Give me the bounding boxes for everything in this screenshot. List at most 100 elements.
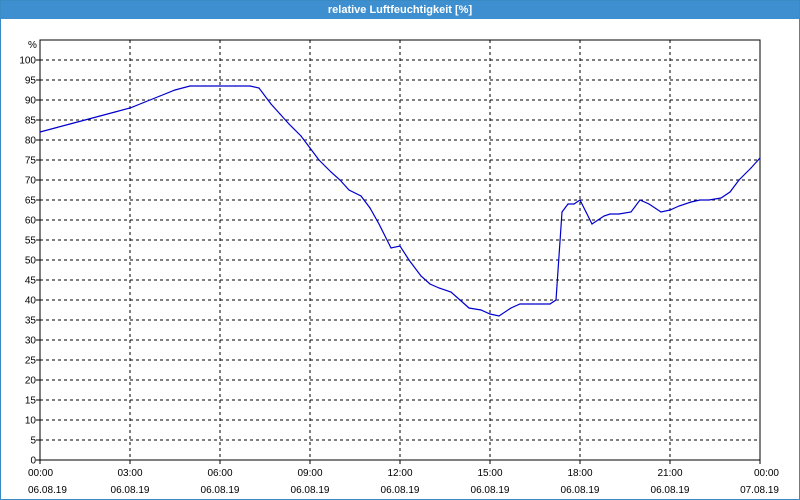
data-point xyxy=(609,213,611,215)
data-point xyxy=(339,179,341,181)
data-point xyxy=(144,101,146,103)
data-point xyxy=(450,291,452,293)
y-tick-label: 55 xyxy=(25,236,37,247)
data-point xyxy=(54,127,56,129)
data-point xyxy=(114,111,116,113)
x-tick-time-label: 18:00 xyxy=(567,468,592,479)
data-point xyxy=(348,189,350,191)
data-point xyxy=(555,299,557,301)
x-tick-date-label: 06.08.19 xyxy=(561,485,600,496)
y-tick-label: 60 xyxy=(25,216,37,227)
data-point xyxy=(309,147,311,149)
data-point xyxy=(279,113,281,115)
y-tick-label: 90 xyxy=(25,96,37,107)
y-tick-label: 40 xyxy=(25,296,37,307)
x-tick-time-label: 12:00 xyxy=(387,468,412,479)
data-point xyxy=(597,219,599,221)
y-tick-label: 35 xyxy=(25,316,37,327)
y-tick-label: 85 xyxy=(25,116,37,127)
data-point xyxy=(690,201,692,203)
data-point xyxy=(738,179,740,181)
data-point xyxy=(288,123,290,125)
data-point xyxy=(258,87,260,89)
data-point xyxy=(330,171,332,173)
data-point xyxy=(399,245,401,247)
data-point xyxy=(390,247,392,249)
y-tick-label: 10 xyxy=(25,416,37,427)
y-axis: 0 5 10 15 20 25 30 35 40 45 50 55 60 65 70 75 80 85 90 95 10… xyxy=(19,56,40,467)
y-tick-label: 95 xyxy=(25,76,37,87)
y-tick-label: 20 xyxy=(25,376,37,387)
x-tick-date-label: 06.08.19 xyxy=(28,485,67,496)
grid xyxy=(40,40,760,460)
data-point xyxy=(618,213,620,215)
x-tick-date-label: 06.08.19 xyxy=(381,485,420,496)
data-point xyxy=(204,85,206,87)
y-tick-label: 25 xyxy=(25,356,37,367)
data-points xyxy=(39,85,761,317)
x-tick-date-label: 06.08.19 xyxy=(111,485,150,496)
y-tick-label: 65 xyxy=(25,196,37,207)
data-point xyxy=(603,215,605,217)
data-point xyxy=(498,315,500,317)
x-tick-time-label: 15:00 xyxy=(477,468,502,479)
data-point xyxy=(561,211,563,213)
y-tick-label: 45 xyxy=(25,276,37,287)
x-tick-date-label: 06.08.19 xyxy=(291,485,330,496)
data-point xyxy=(567,203,569,205)
data-point xyxy=(420,275,422,277)
data-point xyxy=(519,303,521,305)
y-tick-label: 100 xyxy=(19,56,36,67)
data-point xyxy=(759,157,761,159)
data-point xyxy=(234,85,236,87)
data-point xyxy=(669,209,671,211)
data-point xyxy=(189,85,191,87)
data-point xyxy=(300,135,302,137)
data-point xyxy=(39,131,41,133)
data-point xyxy=(585,211,587,213)
y-tick-label: 75 xyxy=(25,156,37,167)
data-point xyxy=(699,199,701,201)
data-point xyxy=(459,299,461,301)
data-point xyxy=(708,199,710,201)
data-point xyxy=(573,203,575,205)
y-tick-label: 15 xyxy=(25,396,37,407)
chart-title-bar: relative Luftfeuchtigkeit [%] xyxy=(1,1,799,19)
data-point xyxy=(174,89,176,91)
y-tick-label: 50 xyxy=(25,256,37,267)
x-tick-time-label: 00:00 xyxy=(754,468,779,479)
x-tick-time-label: 21:00 xyxy=(657,468,682,479)
data-point xyxy=(579,199,581,201)
data-point xyxy=(249,85,251,87)
humidity-line xyxy=(39,85,761,317)
data-point xyxy=(720,197,722,199)
y-tick-label: 80 xyxy=(25,136,37,147)
x-tick-time-label: 09:00 xyxy=(297,468,322,479)
data-point xyxy=(84,119,86,121)
x-tick-date-label: 07.08.19 xyxy=(740,485,779,496)
x-tick-time-label: 03:00 xyxy=(117,468,142,479)
data-point xyxy=(378,223,380,225)
data-point xyxy=(549,303,551,305)
data-point xyxy=(591,223,593,225)
data-point xyxy=(480,309,482,311)
data-point xyxy=(369,207,371,209)
data-point xyxy=(510,307,512,309)
data-point xyxy=(219,85,221,87)
data-point xyxy=(660,211,662,213)
data-point xyxy=(270,103,272,105)
data-point xyxy=(489,313,491,315)
data-point xyxy=(639,199,641,201)
x-axis: 00:00 06.08.19 03:00 06.08.19 06:00 06.08.19 0… xyxy=(28,460,779,496)
data-point xyxy=(129,107,131,109)
x-tick-date-label: 06.08.19 xyxy=(201,485,240,496)
x-tick-time-label: 06:00 xyxy=(207,468,232,479)
data-point xyxy=(729,191,731,193)
data-point xyxy=(468,307,470,309)
data-point xyxy=(99,115,101,117)
data-point xyxy=(318,159,320,161)
data-point xyxy=(750,167,752,169)
data-point xyxy=(159,95,161,97)
data-point xyxy=(438,287,440,289)
data-point xyxy=(540,303,542,305)
